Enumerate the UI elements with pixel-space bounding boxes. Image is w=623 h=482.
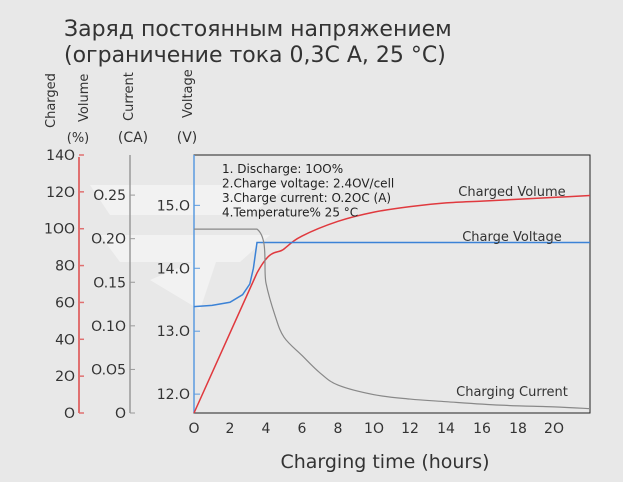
x-tick-label: 1O xyxy=(364,421,384,437)
note-line: 1. Discharge: 1OO% xyxy=(222,162,343,176)
watermark-logo xyxy=(90,185,290,310)
series-label: Charged Volume xyxy=(458,185,565,200)
volume-axis-label: Charged xyxy=(44,73,59,128)
x-tick-label: O xyxy=(188,421,199,437)
note-line: 3.Charge current: O.2OC (A) xyxy=(222,191,391,205)
x-tick-label: 2 xyxy=(226,421,235,437)
x-tick-label: 16 xyxy=(473,421,491,437)
x-tick-label: 12 xyxy=(401,421,419,437)
volume-tick-label: 1OO xyxy=(44,222,75,238)
current-axis-label: Current xyxy=(122,72,137,121)
voltage-tick-label: 15.O xyxy=(157,198,190,214)
voltage-tick-label: 12.O xyxy=(157,387,190,403)
note-line: 2.Charge voltage: 2.4OV/cell xyxy=(222,177,394,191)
current-tick-label: O.1O xyxy=(91,319,126,335)
series-line-charge-voltage xyxy=(193,241,590,308)
volume-tick-label: 4O xyxy=(55,332,75,348)
x-tick-label: 4 xyxy=(262,421,271,437)
series-label: Charge Voltage xyxy=(462,230,562,245)
voltage-tick-label: 13.O xyxy=(157,324,190,340)
x-tick-label: 14 xyxy=(437,421,455,437)
volume-tick-label: 6O xyxy=(55,295,75,311)
volume-axis-unit: (%) xyxy=(67,131,90,146)
series-line-charging-current xyxy=(194,228,591,410)
series-line-charged-volume xyxy=(193,194,591,414)
volume-tick-label: 14O xyxy=(46,148,75,164)
current-tick-label: O.25 xyxy=(93,188,126,204)
voltage-tick-label: 14.O xyxy=(157,261,190,277)
volume-tick-label: 8O xyxy=(55,259,75,275)
x-tick-label: 6 xyxy=(298,421,307,437)
note-line: 4.Temperature% 25 °C xyxy=(222,206,358,220)
volume-tick-label: 2O xyxy=(55,369,75,385)
voltage-axis-unit: (V) xyxy=(177,130,198,146)
watermark-logo-arrow xyxy=(150,250,220,310)
x-tick-label: 18 xyxy=(509,421,527,437)
volume-tick-label: O xyxy=(64,406,75,422)
x-tick-label: 8 xyxy=(334,421,343,437)
x-axis-label: Charging time (hours) xyxy=(280,451,489,473)
current-axis-unit: (CA) xyxy=(118,130,148,146)
current-tick-label: O.15 xyxy=(93,275,126,291)
title-line-2: (ограничение тока 0,3C A, 25 °C) xyxy=(64,43,446,68)
volume-tick-label: 12O xyxy=(46,185,75,201)
watermark-logo-stripe xyxy=(100,235,270,262)
title-line-1: Заряд постоянным напряжением xyxy=(64,17,452,42)
voltage-axis-label: Voltage xyxy=(181,69,196,118)
series-label: Charging Current xyxy=(456,385,568,400)
current-tick-label: O.2O xyxy=(91,232,126,248)
watermark-logo-stripe xyxy=(90,185,290,215)
current-tick-label: O.O5 xyxy=(91,362,126,378)
current-tick-label: O xyxy=(115,406,126,422)
x-tick-label: 2O xyxy=(544,421,564,437)
volume-axis-label: Volume xyxy=(77,74,92,122)
